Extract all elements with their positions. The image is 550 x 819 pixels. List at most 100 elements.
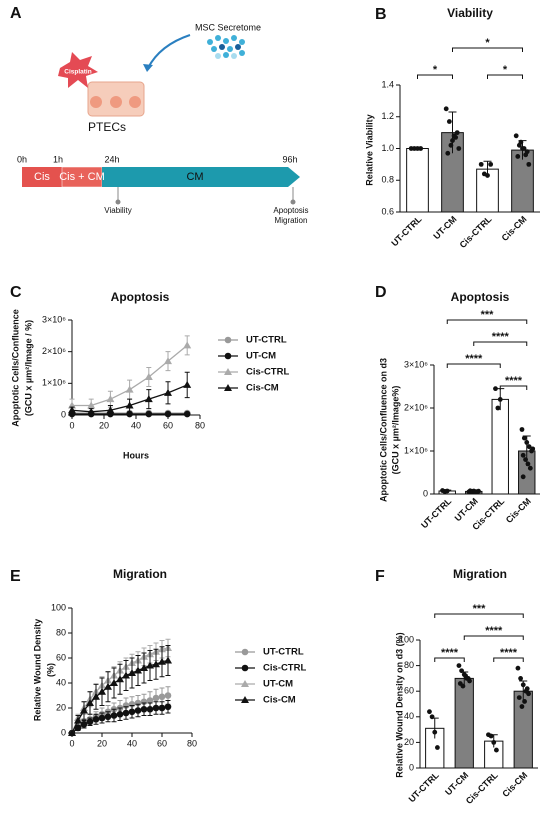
legend-marker [224, 336, 232, 344]
marker [125, 401, 134, 409]
x-tick-label: UT-CTRL [389, 214, 424, 249]
legend-marker [241, 648, 249, 656]
marker [134, 707, 142, 714]
data-point [524, 440, 530, 445]
data-point [495, 405, 501, 411]
significance-bracket [417, 74, 453, 79]
data-point [491, 740, 497, 745]
legend-label: UT-CTRL [263, 647, 304, 658]
significance-label: **** [465, 353, 483, 365]
y-tick-label: 1.0 [381, 143, 394, 153]
panel-letter: D [375, 284, 387, 301]
marker [98, 687, 106, 695]
marker [110, 712, 118, 719]
data-point [488, 733, 494, 739]
x-tick-label: 20 [99, 420, 109, 430]
data-point [520, 682, 526, 688]
y-tick-label: 40 [404, 711, 414, 721]
significance-bracket [446, 319, 528, 324]
marker [158, 704, 166, 712]
marker [87, 407, 96, 415]
data-point [519, 704, 525, 709]
data-point [530, 446, 536, 452]
panel-letter: B [375, 6, 387, 23]
marker [74, 716, 82, 724]
marker [164, 703, 172, 711]
data-point [444, 488, 450, 494]
legend-marker [224, 384, 232, 391]
marker [140, 705, 148, 713]
legend-label: Cis-CTRL [246, 367, 289, 378]
data-point [518, 139, 524, 145]
significance-label: **** [505, 375, 523, 387]
data-point [445, 150, 451, 156]
data-point [516, 695, 522, 700]
time-label: 0h [17, 154, 27, 164]
data-point [450, 138, 455, 143]
secretome-dots [207, 35, 245, 59]
data-point [488, 161, 494, 167]
marker [164, 692, 172, 699]
data-point [456, 146, 462, 151]
significance-label: **** [485, 625, 503, 637]
x-tick-label: Cis-CTRL [464, 770, 500, 806]
chart-title: Viability [447, 6, 493, 20]
data-point [465, 676, 471, 681]
legend-marker [224, 368, 232, 375]
significance-bracket [487, 74, 523, 79]
data-point [454, 130, 460, 136]
legend-label: Cis-CM [246, 383, 279, 394]
significance-bracket [473, 341, 528, 346]
y-tick-label: 80 [56, 627, 66, 637]
y-tick-label: 1.4 [381, 79, 394, 89]
marker [144, 373, 153, 380]
x-tick-label: 0 [69, 420, 74, 430]
panel-letter: E [10, 568, 21, 585]
chart-title: Migration [453, 567, 507, 581]
y-tick-label: 100 [51, 602, 66, 612]
data-point [429, 714, 435, 720]
cisplatin-label: Cisplatin [64, 69, 91, 76]
significance-bracket [499, 385, 528, 390]
marker [134, 666, 142, 674]
y-tick-label: 20 [56, 702, 66, 712]
marker [87, 401, 96, 409]
significance-bracket [434, 657, 465, 662]
readout-dot [290, 199, 296, 205]
marker [146, 697, 154, 704]
significance-label: *** [481, 309, 495, 321]
significance-label: * [433, 64, 438, 76]
data-point [497, 397, 503, 402]
y-tick-label: 20 [404, 737, 414, 747]
marker [80, 706, 88, 714]
data-point [524, 149, 530, 155]
y-tick-label: 0.8 [381, 175, 394, 185]
x-tick-label: Cis-CM [500, 214, 529, 243]
chart-title: Apoptosis [111, 290, 170, 304]
nucleus [110, 96, 122, 108]
y-axis-label: Relative Wound Density on d3 (%) [394, 632, 404, 777]
x-tick-label: 60 [157, 738, 167, 748]
x-tick-label: UT-CTRL [407, 770, 442, 805]
data-point [485, 173, 490, 178]
significance-bracket [452, 47, 523, 52]
marker [98, 714, 106, 722]
significance-bracket [493, 657, 524, 662]
y-tick-label: 1×10⁶ [404, 445, 428, 455]
legend-marker [241, 680, 249, 687]
data-point [432, 729, 438, 735]
y-tick-label: 60 [56, 652, 66, 662]
marker [128, 669, 136, 676]
x-tick-label: 60 [163, 420, 173, 430]
phase-label: CM [186, 171, 203, 183]
marker [68, 406, 76, 414]
marker [122, 671, 130, 679]
legend-marker [241, 664, 249, 672]
data-point [523, 457, 528, 462]
bar [406, 148, 429, 213]
data-point [526, 444, 532, 450]
y-tick-label: 0 [409, 762, 414, 772]
data-point [524, 686, 530, 692]
marker [116, 675, 124, 683]
